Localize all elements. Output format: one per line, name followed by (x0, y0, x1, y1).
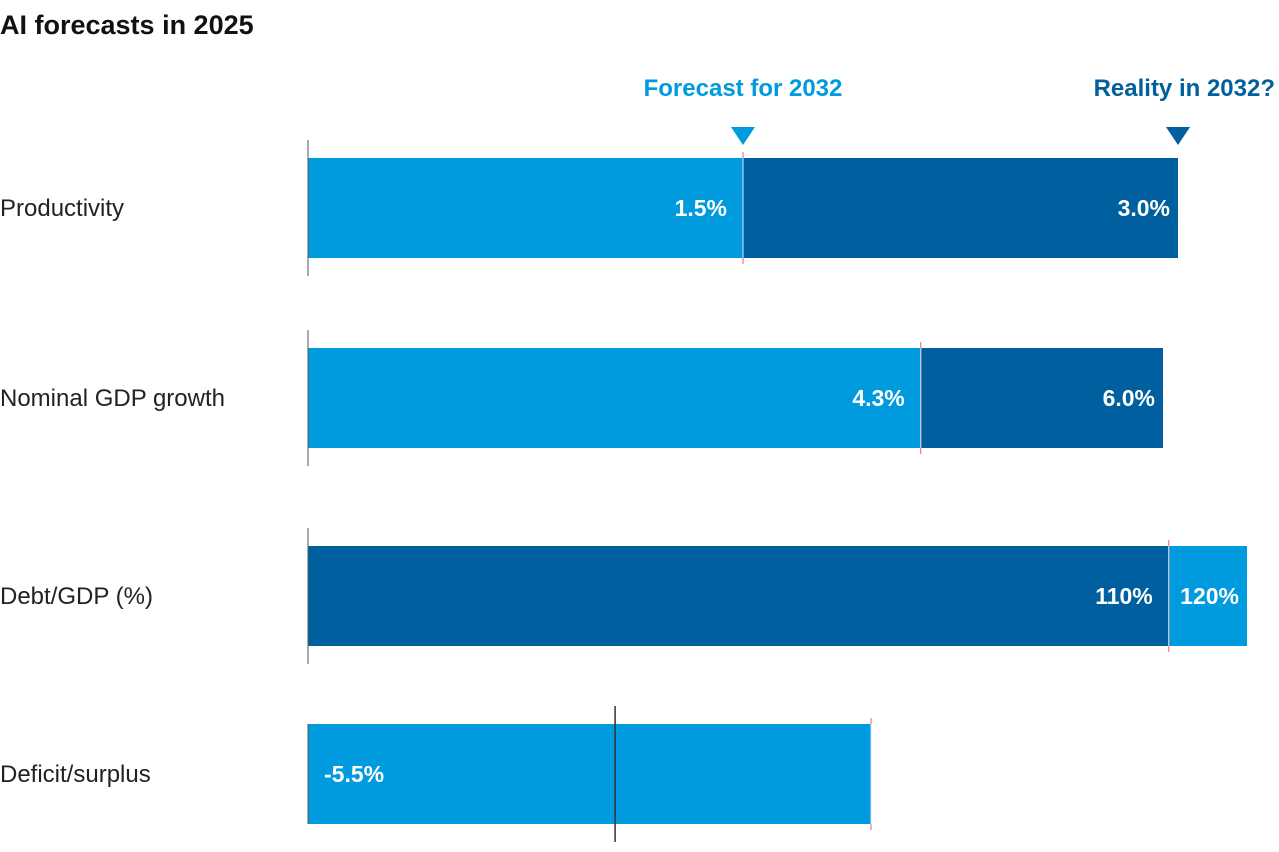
bar-deficit-surplus-forecast (308, 724, 871, 824)
bar-nominal-gdp-growth-forecast (308, 348, 921, 448)
value-label-debt-gdp-reality: 110% (1095, 583, 1153, 609)
value-label-deficit-surplus-forecast: -5.5% (324, 761, 384, 787)
value-label-nominal-gdp-growth-reality: 6.0% (1103, 385, 1155, 411)
legend-reality-marker-icon (1166, 127, 1190, 145)
row-nominal-gdp-growth: Nominal GDP growth 4.3% 6.0% (0, 330, 1163, 466)
row-deficit-surplus: Deficit/surplus -5.5% -3.0% (0, 706, 947, 842)
chart-title: AI forecasts in 2025 (0, 10, 254, 40)
value-label-debt-gdp-forecast: 120% (1180, 583, 1239, 609)
row-label-productivity: Productivity (0, 195, 124, 222)
value-label-productivity-forecast: 1.5% (675, 195, 727, 221)
legend-reality-label: Reality in 2032? (1094, 75, 1275, 102)
row-productivity: Productivity 1.5% 3.0% (0, 140, 1178, 276)
value-label-deficit-surplus-reality: -3.0% (887, 761, 947, 787)
value-label-nominal-gdp-growth-forecast: 4.3% (852, 385, 904, 411)
bar-debt-gdp-reality (308, 546, 1169, 646)
rows-layer: Productivity 1.5% 3.0% Nominal GDP growth 4.… (0, 140, 1247, 842)
legend-forecast-marker-icon (731, 127, 755, 145)
value-label-productivity-reality: 3.0% (1118, 195, 1170, 221)
row-debt-gdp: Debt/GDP (%) 110% 120% (0, 528, 1247, 664)
bar-productivity-forecast (308, 158, 743, 258)
legend-forecast-label: Forecast for 2032 (644, 75, 843, 102)
row-label-debt-gdp: Debt/GDP (%) (0, 583, 153, 610)
row-label-nominal-gdp-growth: Nominal GDP growth (0, 385, 225, 412)
row-label-deficit-surplus: Deficit/surplus (0, 761, 151, 788)
